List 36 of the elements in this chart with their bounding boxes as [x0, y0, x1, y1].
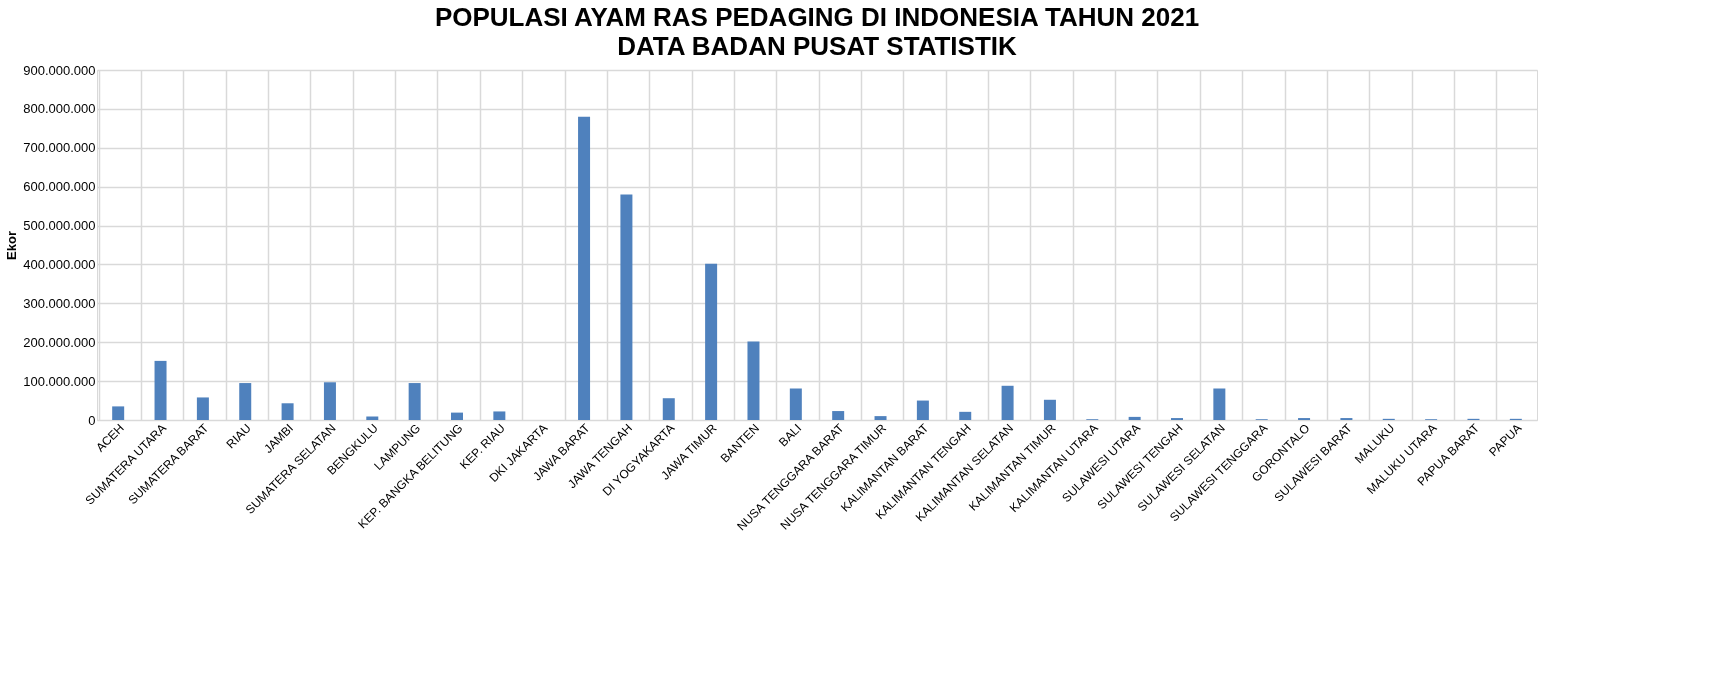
y-tick-label: 0	[88, 412, 96, 428]
chart-title: POPULASI AYAM RAS PEDAGING DI INDONESIA TAHUN 2021	[434, 2, 1200, 32]
bar	[323, 382, 336, 420]
bar	[874, 416, 887, 420]
y-tick-label: 700.000.000	[23, 140, 96, 156]
bar	[620, 194, 633, 420]
bar	[705, 263, 718, 420]
bar	[1213, 388, 1226, 420]
bar	[408, 383, 421, 420]
bar	[112, 406, 125, 420]
bar	[747, 341, 760, 420]
bar	[1128, 416, 1141, 420]
bar	[662, 398, 675, 420]
y-tick-label: 100.000.000	[23, 373, 96, 389]
bar	[196, 397, 209, 420]
bar	[789, 388, 802, 420]
y-tick-label: 600.000.000	[23, 179, 96, 195]
bar	[578, 116, 591, 420]
chart-subtitle: DATA BADAN PUSAT STATISTIK	[617, 31, 1018, 61]
bar	[1043, 399, 1056, 420]
bar	[1001, 385, 1014, 420]
bar	[239, 383, 252, 420]
y-tick-label: 400.000.000	[23, 256, 96, 272]
y-tick-label: 900.000.000	[23, 62, 96, 78]
bar	[493, 411, 506, 420]
bar	[451, 412, 463, 420]
bar	[281, 403, 294, 420]
bar	[916, 400, 929, 420]
y-tick-label: 200.000.000	[23, 334, 96, 350]
y-tick-label: 300.000.000	[23, 295, 96, 311]
y-tick-label: 800.000.000	[23, 101, 96, 117]
y-tick-label: 500.000.000	[23, 218, 96, 234]
bar	[832, 411, 845, 420]
bar	[154, 360, 167, 420]
bar	[959, 411, 972, 420]
y-axis-title: Ekor	[4, 231, 20, 260]
